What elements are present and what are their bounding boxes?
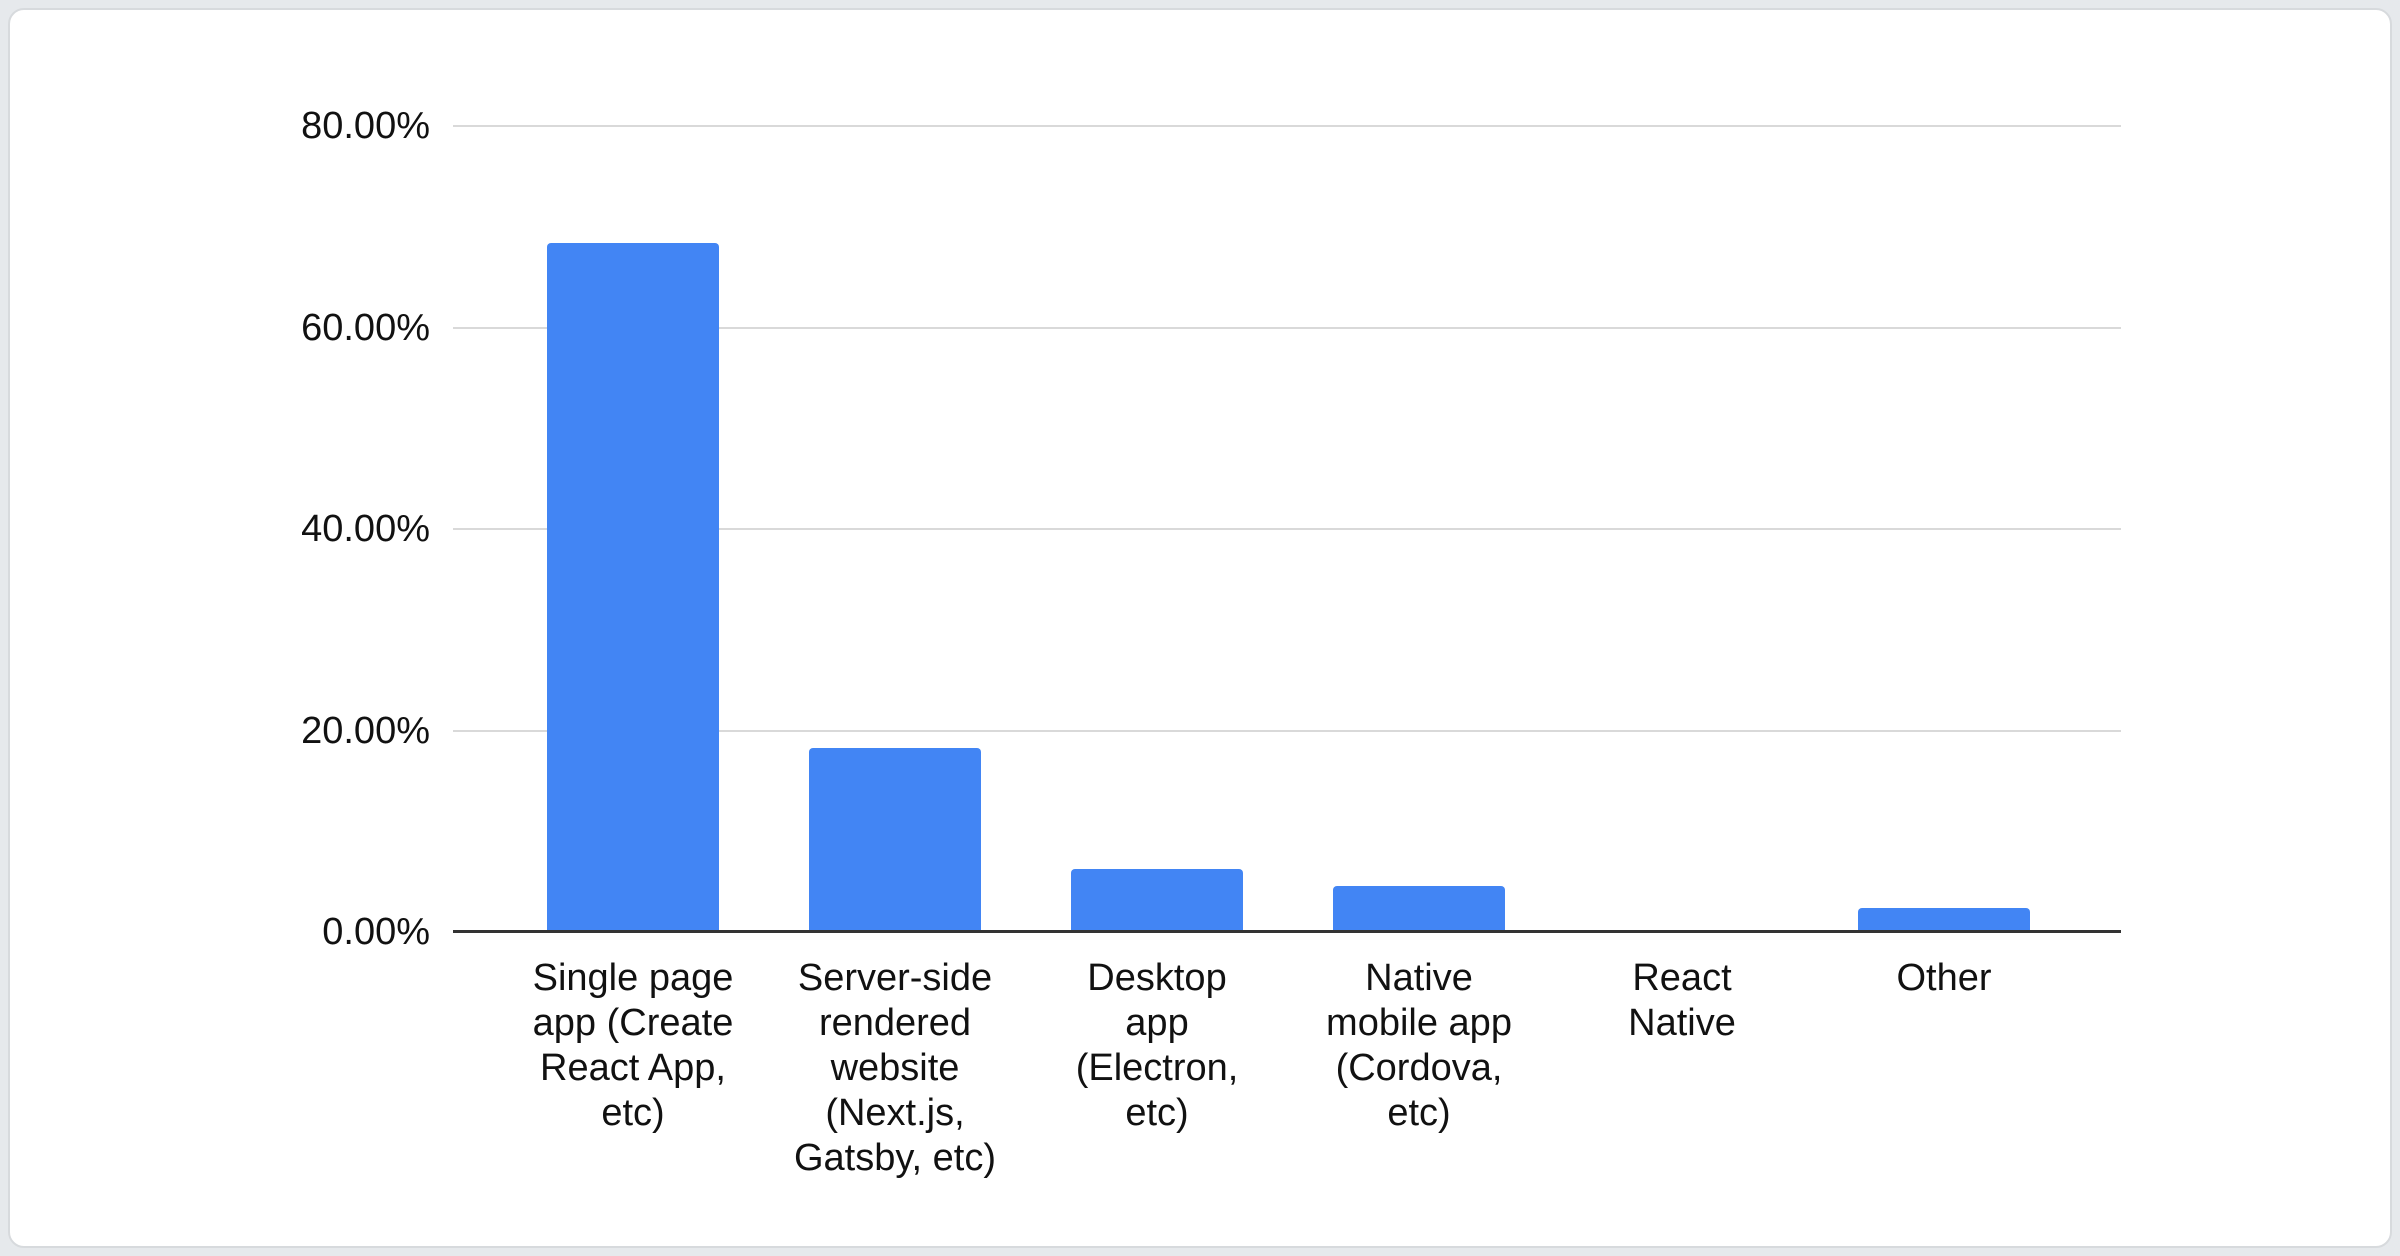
gridline-80-percent <box>453 125 2121 127</box>
y-tick-label-40: 40.00% <box>301 508 430 550</box>
gridline-60-percent <box>453 327 2121 329</box>
gridline-20-percent <box>453 730 2121 732</box>
x-category-label-4: Native mobile app (Cordova, etc) <box>1326 957 1512 1134</box>
bar-desktop-app-electron-etc <box>1071 869 1243 931</box>
x-category-label-6: Other <box>1896 957 1992 999</box>
y-tick-label-80: 80.00% <box>301 105 430 147</box>
bar-server-side-rendered-website-next-js-gatsby-etc <box>809 748 981 931</box>
y-tick-label-0: 0.00% <box>322 911 430 953</box>
bar-other <box>1858 908 2030 931</box>
x-category-label-1: Single page app (Create React App, etc) <box>532 957 734 1134</box>
chart-card: 80.00% 60.00% 40.00% 20.00% 0.00% Single pag… <box>8 8 2392 1248</box>
gridline-40-percent <box>453 528 2121 530</box>
x-category-label-2: Server-side rendered website (Next.js, G… <box>793 957 997 1179</box>
x-axis-line <box>453 930 2121 933</box>
x-category-label-3: Desktop app (Electron, etc) <box>1075 957 1239 1134</box>
chart-plot-area <box>453 125 2121 933</box>
x-category-label-5: React Native <box>1628 957 1736 1044</box>
x-axis-category-labels: Single page app (Create React App, etc) S… <box>453 956 2121 1216</box>
y-tick-label-60: 60.00% <box>301 307 430 349</box>
y-axis-tick-labels: 80.00% 60.00% 40.00% 20.00% 0.00% <box>10 107 430 951</box>
bar-native-mobile-app-cordova-etc <box>1333 886 1505 931</box>
y-tick-label-20: 20.00% <box>301 710 430 752</box>
bar-single-page-app-create-react-app-etc <box>547 243 719 931</box>
